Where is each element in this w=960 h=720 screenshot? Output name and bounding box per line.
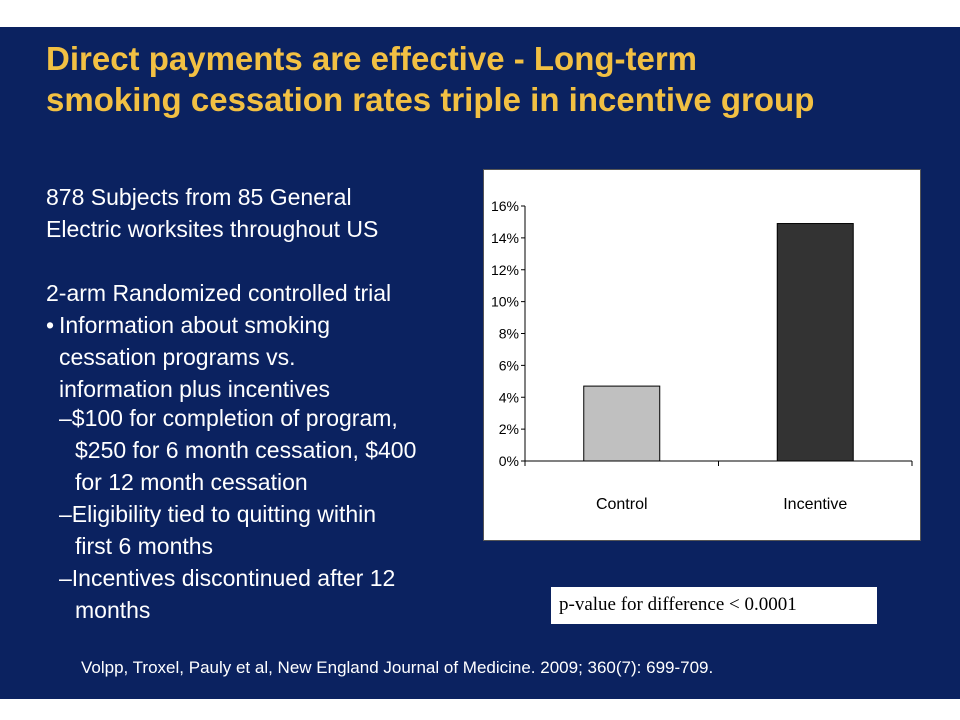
bullet-point-icon: • [46, 312, 55, 338]
y-tick-label: 8% [499, 326, 519, 342]
y-tick-label: 14% [491, 230, 519, 246]
subjects-text-line-1: 878 Subjects from 85 General [46, 184, 352, 210]
citation-text: Volpp, Troxel, Pauly et al, New England … [81, 658, 714, 677]
bullet-text-line-1: Information about smoking [59, 312, 331, 338]
x-tick-label: Incentive [783, 496, 847, 513]
sub-bullet-1-line-2: $250 for 6 month cessation, $400 [75, 437, 417, 463]
sub-bullet-1-line-1: –$100 for completion of program, [59, 405, 398, 431]
y-tick-label: 4% [499, 389, 519, 405]
y-tick-label: 0% [499, 453, 519, 469]
bar-incentive [776, 223, 854, 462]
subjects-text-line-2: Electric worksites throughout US [46, 216, 379, 242]
chart-panel: 0% 2% 4% 6% 8% 10% 12% 14% 16% Control Incentive [483, 169, 921, 541]
y-tick-label: 12% [491, 262, 519, 278]
bullet-text-line-3: information plus incentives [59, 376, 331, 402]
slide-title-line-1: Direct payments are effective - Long-ter… [46, 40, 698, 77]
x-tick-label: Control [596, 496, 648, 513]
bar-control [583, 385, 661, 462]
trial-design-text: 2-arm Randomized controlled trial [46, 280, 392, 306]
sub-bullet-3-line-2: months [75, 597, 151, 623]
y-tick-label: 10% [491, 294, 519, 310]
sub-bullet-1-line-3: for 12 month cessation [75, 469, 308, 495]
sub-bullet-3-line-1: –Incentives discontinued after 12 [59, 565, 396, 591]
y-tick-label: 16% [491, 198, 519, 214]
slide-title: Direct payments are effective - Long-ter… [46, 38, 946, 120]
slide-title-line-2: smoking cessation rates triple in incent… [46, 81, 815, 118]
bullet-text-line-2: cessation programs vs. [59, 344, 296, 370]
y-tick-label: 6% [499, 357, 519, 373]
sub-bullet-2-line-2: first 6 months [75, 533, 214, 559]
y-tick-label: 2% [499, 421, 519, 437]
p-value-text: p-value for difference < 0.0001 [559, 594, 797, 615]
p-value-box: p-value for difference < 0.0001 [551, 587, 877, 624]
sub-bullet-2-line-1: –Eligibility tied to quitting within [59, 501, 377, 527]
bar-chart: 0% 2% 4% 6% 8% 10% 12% 14% 16% Control Incentive [491, 198, 913, 513]
